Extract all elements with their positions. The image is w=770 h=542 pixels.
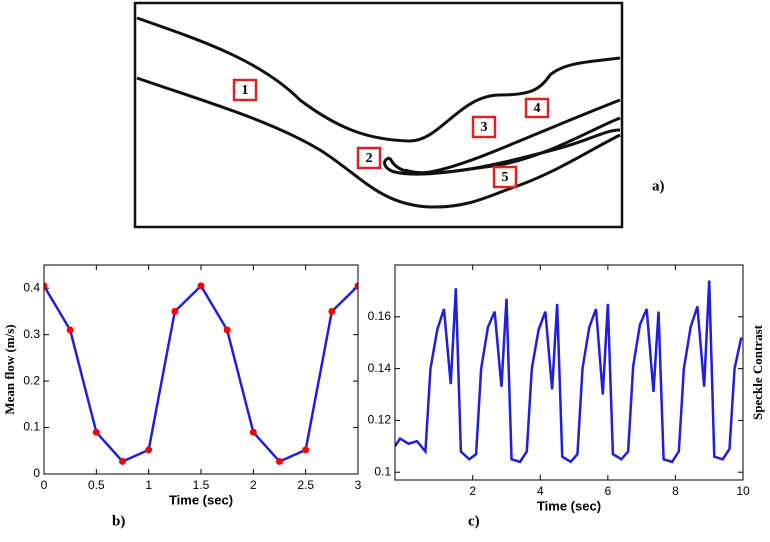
x-tick-label: 4 — [537, 484, 544, 498]
y-tick-label: 0.1 — [374, 464, 391, 478]
x-tick-label: 10 — [736, 484, 750, 498]
label-box — [356, 146, 382, 170]
plot-frame — [43, 264, 359, 475]
region-label: 4 — [534, 101, 541, 116]
y-tick-label: 0.14 — [368, 361, 392, 375]
panel-caption: a) — [652, 178, 665, 194]
x-axis-label: Time (sec) — [537, 498, 601, 513]
label-box — [471, 115, 497, 139]
x-tick-label: 2.5 — [297, 478, 314, 492]
y-axis-label: Speckle Contrast — [750, 324, 765, 420]
x-tick-label: 0.5 — [88, 478, 105, 492]
y-axis-label: Mean flow (m/s) — [2, 324, 17, 414]
data-point — [302, 446, 310, 454]
data-point — [249, 428, 257, 436]
region-label: 1 — [242, 83, 249, 98]
x-tick-label: 2 — [469, 484, 476, 498]
region-label: 3 — [481, 120, 488, 135]
x-tick-label: 1 — [145, 478, 152, 492]
label-box — [524, 97, 550, 119]
data-point — [44, 282, 48, 290]
region-label: 2 — [366, 151, 373, 166]
data-line — [395, 280, 743, 464]
x-tick-label: 1.5 — [193, 478, 210, 492]
y-tick-label: 0.1 — [23, 420, 40, 434]
label-box — [492, 165, 518, 189]
data-point — [354, 282, 358, 290]
vessel-wall — [388, 98, 621, 175]
x-tick-label: 0 — [41, 478, 48, 492]
data-point — [171, 307, 179, 315]
y-tick-label: 0.16 — [368, 309, 392, 323]
region-label: 5 — [502, 170, 509, 185]
data-point — [66, 326, 74, 334]
data-point — [92, 428, 100, 436]
panel-caption: b) — [112, 513, 125, 529]
x-tick-label: 3 — [355, 478, 362, 492]
y-tick-label: 0.4 — [23, 280, 40, 294]
data-point — [276, 457, 283, 465]
data-point — [328, 307, 336, 315]
x-tick-label: 2 — [250, 478, 257, 492]
diagram-frame — [133, 1, 624, 229]
plot-area — [44, 282, 358, 465]
x-tick-label: 6 — [605, 484, 612, 498]
data-line — [44, 283, 358, 463]
vessel-wall — [136, 76, 621, 209]
label-box — [232, 78, 258, 102]
plot-area — [395, 280, 743, 464]
data-point — [223, 326, 231, 334]
data-point — [197, 282, 205, 290]
y-tick-label: 0.3 — [23, 327, 40, 341]
data-point — [119, 457, 126, 465]
y-tick-label: 0.12 — [368, 413, 392, 427]
data-point — [145, 446, 153, 454]
panel-caption: c) — [468, 513, 480, 529]
diagram-labels: 1 2 3 4 5 — [232, 78, 550, 189]
vessel-wall — [404, 128, 621, 175]
plot-frame — [394, 264, 744, 481]
x-tick-label: 8 — [672, 484, 679, 498]
vessel-wall — [383, 116, 621, 176]
y-tick-label: 0 — [33, 466, 40, 480]
y-tick-label: 0.2 — [23, 373, 40, 387]
x-axis-label: Time (sec) — [169, 492, 233, 507]
vessel-wall — [136, 16, 621, 143]
diagram — [133, 1, 624, 229]
